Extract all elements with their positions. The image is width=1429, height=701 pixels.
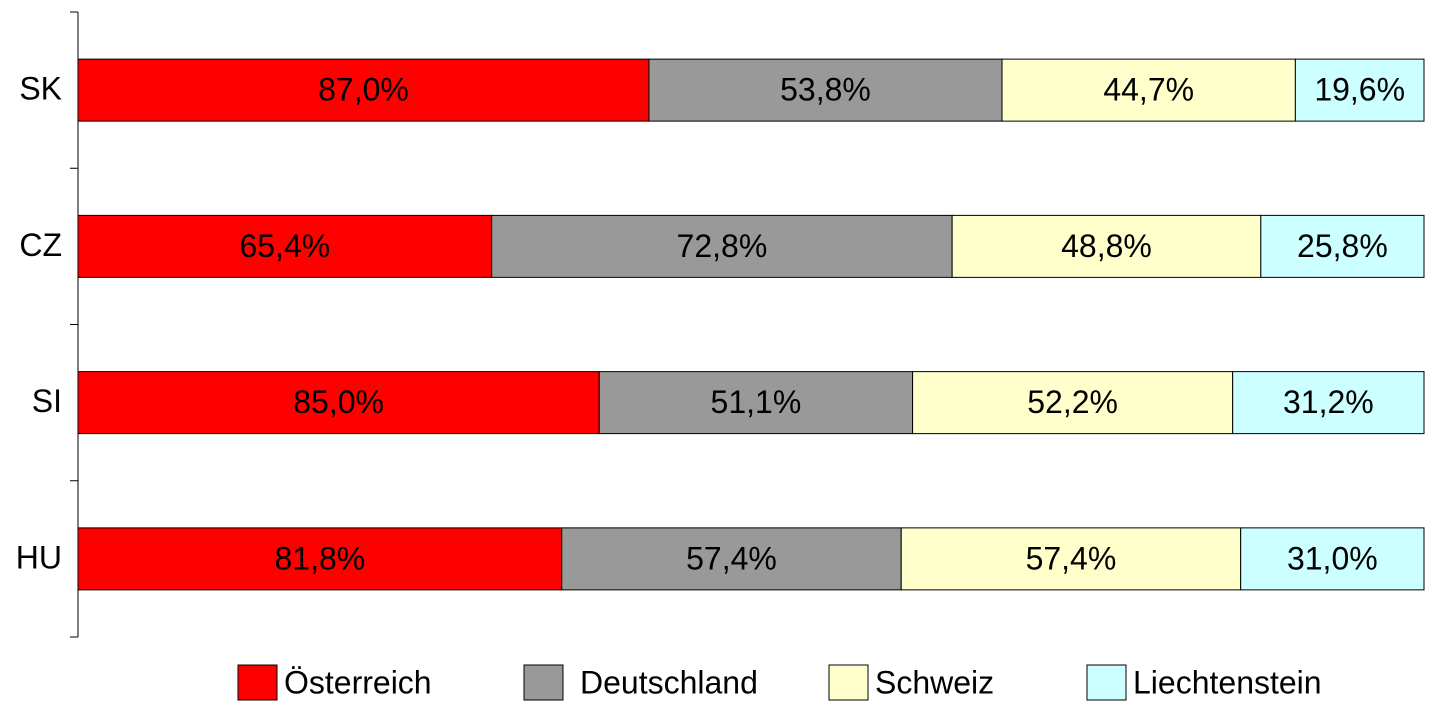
bar-segment [77, 214, 493, 278]
bar-segment [1232, 371, 1425, 435]
legend-swatch [523, 664, 564, 701]
legend-swatch [828, 664, 869, 701]
y-tick-label: SI [32, 383, 62, 419]
y-tick-label: SK [19, 71, 62, 107]
data-label: 52,2% [1027, 384, 1118, 420]
legend-label: Österreich [284, 664, 432, 700]
bar-segment [598, 371, 914, 435]
data-label: 57,4% [1026, 540, 1117, 576]
data-label: 25,8% [1297, 228, 1388, 264]
bar-segment [491, 214, 953, 278]
data-label: 48,8% [1061, 228, 1152, 264]
bar-segment [1260, 214, 1425, 278]
data-label: 53,8% [780, 72, 871, 108]
data-label: 31,2% [1283, 384, 1374, 420]
y-tick-label: CZ [19, 227, 62, 263]
bar-segment [951, 214, 1262, 278]
legend-label: Liechtenstein [1133, 664, 1322, 700]
data-label: 65,4% [239, 228, 330, 264]
bar-segment [1240, 527, 1425, 591]
bar-segment [1294, 58, 1425, 122]
legend-swatch [237, 664, 278, 701]
data-label: 72,8% [677, 228, 768, 264]
legend-label: Schweiz [875, 664, 994, 700]
data-label: 87,0% [318, 72, 409, 108]
bar-segment [77, 527, 563, 591]
bar-segment [77, 58, 650, 122]
data-label: 51,1% [711, 384, 802, 420]
y-tick-label: HU [16, 539, 62, 575]
data-label: 57,4% [686, 540, 777, 576]
bar-segment [77, 371, 600, 435]
bar-segment [1001, 58, 1296, 122]
data-label: 44,7% [1103, 72, 1194, 108]
data-label: 19,6% [1314, 72, 1405, 108]
legend-label: Deutschland [580, 664, 758, 700]
legend-swatch [1086, 664, 1127, 701]
data-label: 31,0% [1287, 540, 1378, 576]
bar-segment [561, 527, 902, 591]
data-label: 81,8% [275, 540, 366, 576]
data-label: 85,0% [293, 384, 384, 420]
bar-segment [912, 371, 1234, 435]
